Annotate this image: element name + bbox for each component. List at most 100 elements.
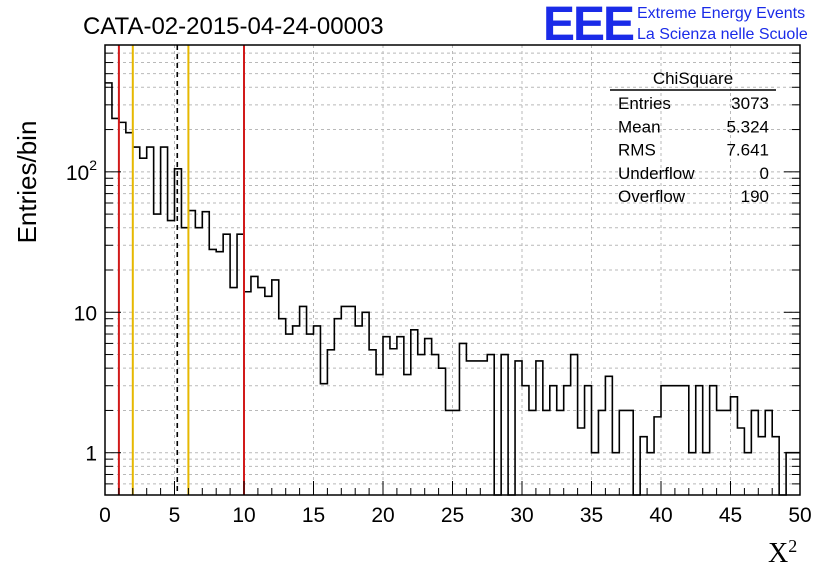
histogram-bin xyxy=(432,355,439,495)
stats-row-value: 0 xyxy=(760,164,769,183)
stats-box-name: ChiSquare xyxy=(653,69,733,88)
histogram-bin xyxy=(473,361,480,495)
x-tick-label: 15 xyxy=(302,504,325,527)
histogram-bin xyxy=(334,319,341,495)
x-tick-label: 40 xyxy=(649,504,672,527)
y-tick-label: 10 xyxy=(74,302,97,325)
histogram-bin xyxy=(543,410,550,495)
stats-row-value: 190 xyxy=(741,187,769,206)
histogram-bin xyxy=(737,428,744,495)
reference-lines xyxy=(117,45,245,495)
histogram-bin xyxy=(710,386,717,495)
y-tick-label: 1 xyxy=(85,443,97,466)
histogram-bin xyxy=(453,410,460,495)
stats-row-label: Overflow xyxy=(618,187,686,206)
histogram-bin xyxy=(244,292,251,495)
histogram-bin xyxy=(119,122,126,495)
histogram-bin xyxy=(501,355,508,495)
histogram-bin xyxy=(640,437,647,495)
histogram-bin xyxy=(133,147,140,495)
histogram-bin xyxy=(724,410,731,495)
histogram-outline xyxy=(105,82,800,496)
grid xyxy=(105,45,800,495)
histogram-bin xyxy=(557,410,564,495)
histogram-bin xyxy=(355,326,362,495)
x-tick-label: 30 xyxy=(510,504,533,527)
histogram-bin xyxy=(626,410,633,495)
stats-rows: Entries 3073 Mean 5.324 RMS 7.641 Underflow 0 Ov… xyxy=(618,94,769,206)
histogram-bin xyxy=(147,147,154,495)
histogram-bin xyxy=(209,249,216,495)
stats-box: ChiSquare Entries 3073 Mean 5.324 RMS 7.641 Un… xyxy=(610,69,776,206)
histogram-bin xyxy=(717,410,724,495)
y-axis-label: Entries/bin xyxy=(12,121,42,244)
histogram-bin xyxy=(140,158,147,495)
histogram-bin xyxy=(668,386,675,495)
histogram-bin xyxy=(126,133,133,495)
histogram-bin xyxy=(487,355,494,495)
x-tick-label: 5 xyxy=(169,504,181,527)
logo-line-1: Extreme Energy Events xyxy=(637,5,805,22)
histogram-bin xyxy=(598,410,605,495)
histogram-bin xyxy=(216,252,223,495)
histogram-bin xyxy=(168,221,175,495)
histogram-bin xyxy=(529,410,536,495)
y-tick-label: 102 xyxy=(66,157,97,185)
eee-logo: EEE xyxy=(543,0,634,51)
histogram-bin xyxy=(654,417,661,495)
histogram-bin xyxy=(466,361,473,495)
histogram-bin xyxy=(279,319,286,495)
histogram-bin xyxy=(327,350,334,495)
histogram-bin xyxy=(348,306,355,495)
histogram-bin xyxy=(112,118,119,495)
histogram-bin xyxy=(314,326,321,495)
histogram-series xyxy=(105,82,800,496)
histogram-bin xyxy=(446,410,453,495)
histogram-bin xyxy=(272,280,279,495)
histogram-bin xyxy=(418,355,425,495)
histogram-bin xyxy=(578,428,585,495)
histogram-bin xyxy=(522,386,529,495)
histogram-bin xyxy=(341,306,348,495)
histogram-bin xyxy=(293,326,300,495)
histogram-bin xyxy=(480,361,487,495)
histogram-bin xyxy=(689,453,696,495)
x-tick-label: 25 xyxy=(441,504,464,527)
histogram-bin xyxy=(564,386,571,495)
x-tick-label: 10 xyxy=(232,504,255,527)
histogram-bin xyxy=(696,386,703,495)
histogram-bin xyxy=(758,437,765,495)
histogram-bin xyxy=(300,306,307,495)
x-tick-label: 20 xyxy=(371,504,394,527)
histogram-bin xyxy=(751,410,758,495)
histogram-bin xyxy=(320,384,327,495)
stats-row-value: 3073 xyxy=(731,94,769,113)
x-tick-label: 45 xyxy=(719,504,742,527)
histogram-bin xyxy=(515,361,522,495)
stats-row-label: Underflow xyxy=(618,164,695,183)
histogram-bin xyxy=(647,453,654,495)
plot-frame xyxy=(104,44,801,496)
histogram-bin xyxy=(265,296,272,495)
histogram-bin xyxy=(195,228,202,495)
histogram-bin xyxy=(772,437,779,495)
histogram-bin xyxy=(619,410,626,495)
histogram-bin xyxy=(202,212,209,495)
logo-line-2: La Scienza nelle Scuole xyxy=(637,26,808,43)
histogram-bin xyxy=(223,234,230,495)
x-tick-label: 35 xyxy=(580,504,603,527)
histogram-bin xyxy=(181,228,188,495)
histogram-bin xyxy=(251,276,258,495)
histogram-bin xyxy=(390,349,397,495)
histogram-bin xyxy=(550,386,557,495)
histogram-bin xyxy=(376,375,383,495)
stats-row-label: Mean xyxy=(618,117,661,136)
histogram-bin xyxy=(397,337,404,495)
x-tick-label: 0 xyxy=(99,504,111,527)
histogram-bin xyxy=(585,386,592,495)
histogram-bin xyxy=(362,312,369,495)
stats-row-label: RMS xyxy=(618,141,656,160)
histogram-bin xyxy=(105,83,112,495)
histogram-bin xyxy=(744,453,751,495)
histogram-bin xyxy=(237,234,244,495)
